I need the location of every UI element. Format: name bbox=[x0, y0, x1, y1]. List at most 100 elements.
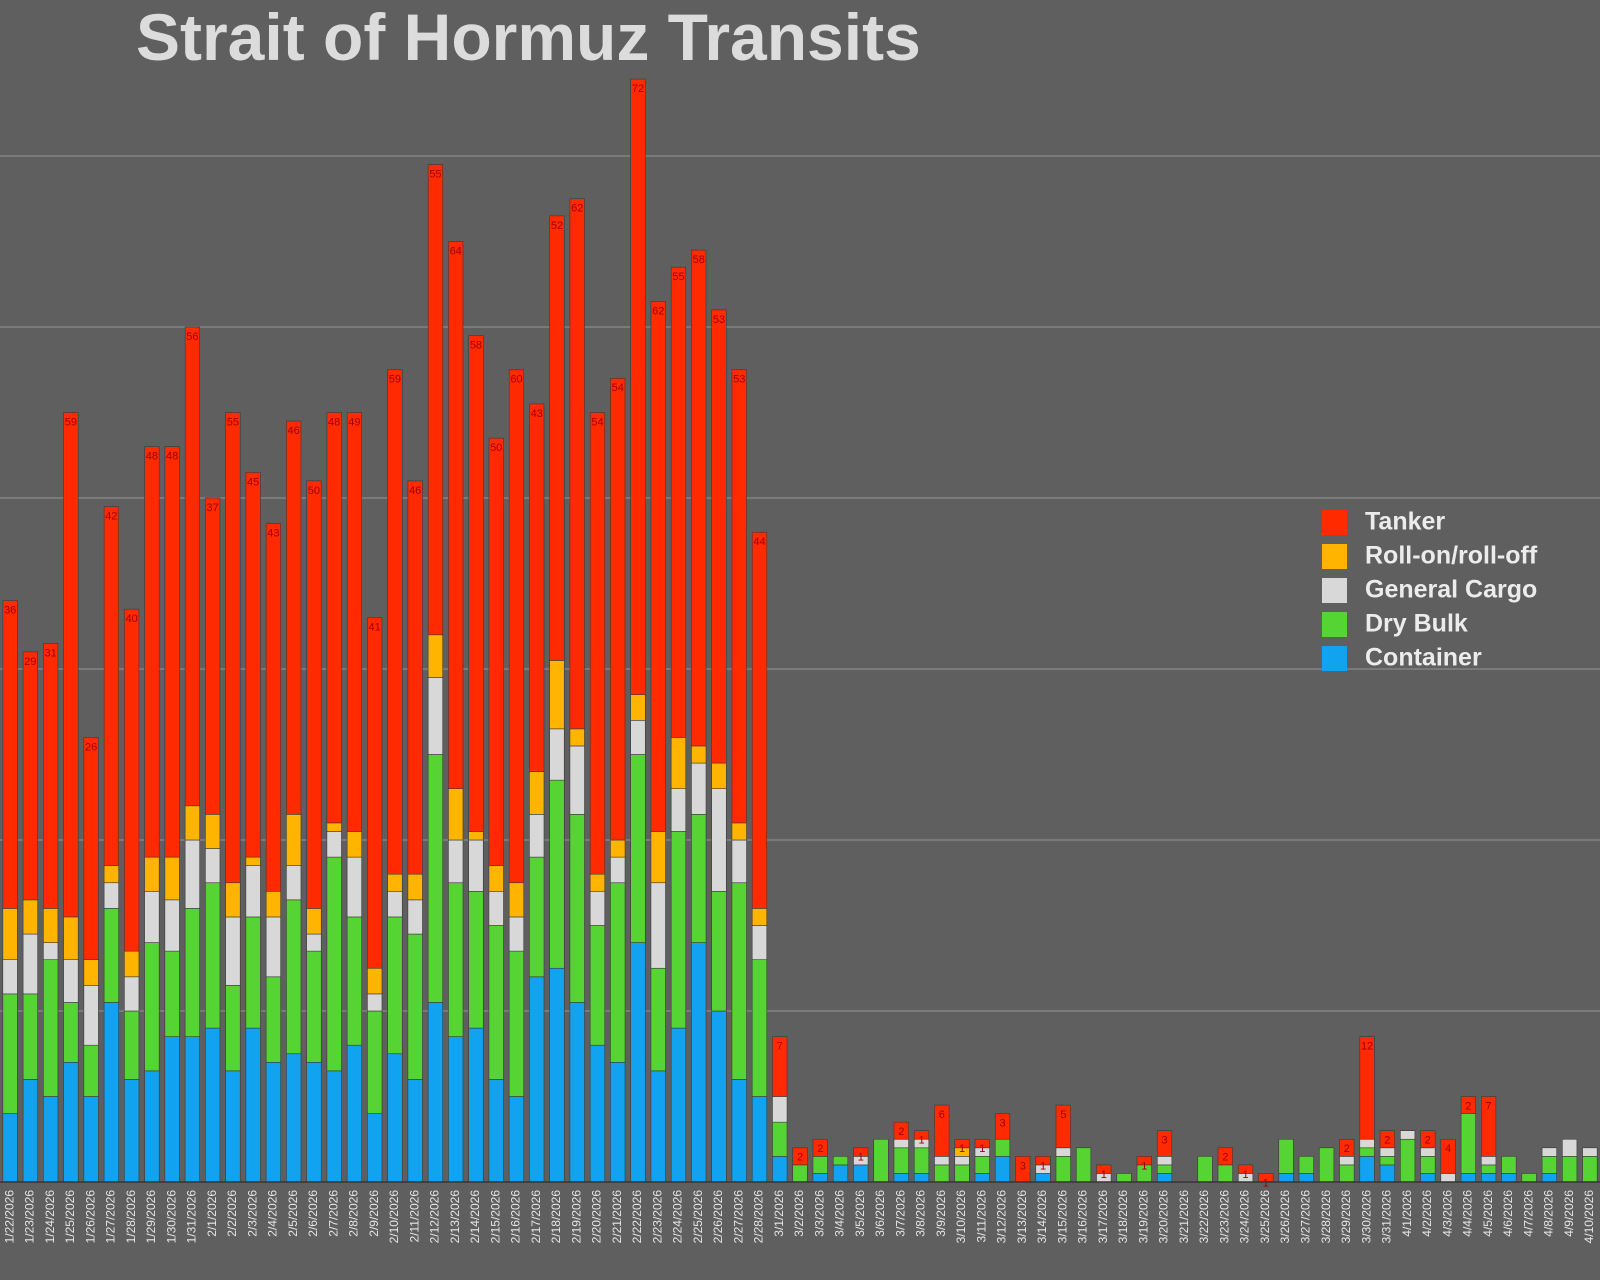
value-label: 48 bbox=[146, 451, 158, 463]
bar-segment bbox=[326, 831, 342, 858]
bar-segment bbox=[569, 198, 585, 730]
bar-segment bbox=[326, 412, 342, 824]
bar-segment bbox=[448, 882, 464, 1037]
bar-segment bbox=[893, 1147, 909, 1174]
bar-segment bbox=[265, 1062, 282, 1183]
bar-segment bbox=[670, 1027, 687, 1183]
bar-segment bbox=[630, 78, 646, 695]
bar-segment bbox=[508, 369, 525, 884]
x-tick-label: 3/8/2026 bbox=[914, 1190, 928, 1237]
bar-segment bbox=[1197, 1156, 1213, 1183]
bar-segment bbox=[1420, 1156, 1436, 1174]
bar-segment bbox=[124, 608, 140, 952]
bar-segment bbox=[63, 1002, 79, 1063]
bar-segment bbox=[346, 412, 363, 832]
value-label: 59 bbox=[389, 374, 401, 386]
bar-segment bbox=[2, 959, 18, 995]
bar-segment bbox=[468, 831, 484, 841]
legend-swatch bbox=[1322, 612, 1347, 637]
bar-segment bbox=[974, 1173, 990, 1183]
x-tick-label: 4/3/2026 bbox=[1440, 1190, 1454, 1237]
bar-segment bbox=[205, 882, 221, 1029]
bar-segment bbox=[1339, 1138, 1355, 1157]
bar-segment bbox=[1420, 1130, 1436, 1149]
bar-segment bbox=[225, 985, 241, 1072]
bar-segment bbox=[934, 1104, 950, 1157]
value-label: 62 bbox=[571, 203, 583, 215]
x-tick-label: 2/1/2026 bbox=[205, 1190, 219, 1237]
bar-segment bbox=[367, 967, 383, 995]
x-tick-label: 3/20/2026 bbox=[1157, 1190, 1171, 1244]
bar-segment bbox=[1359, 1138, 1375, 1149]
bar-segment bbox=[144, 446, 160, 858]
bar-segment bbox=[711, 762, 727, 789]
value-label: 43 bbox=[267, 528, 279, 540]
value-label: 31 bbox=[45, 647, 57, 659]
legend-swatch bbox=[1322, 544, 1347, 569]
x-tick-label: 2/12/2026 bbox=[428, 1190, 442, 1244]
bar-segment bbox=[1096, 1164, 1112, 1174]
value-label: 6 bbox=[939, 1109, 945, 1121]
bar-segment bbox=[589, 873, 606, 892]
bar-segment bbox=[205, 848, 221, 884]
legend-swatch bbox=[1322, 646, 1347, 671]
bar-segment bbox=[610, 377, 626, 841]
bar-segment bbox=[468, 1027, 484, 1183]
bar-segment bbox=[711, 309, 727, 764]
bar-segment bbox=[508, 950, 525, 1097]
bar-segment bbox=[306, 908, 322, 935]
bar-segment bbox=[488, 1079, 504, 1183]
bar-segment bbox=[508, 882, 525, 918]
bar-segment bbox=[812, 1138, 828, 1157]
bar-segment bbox=[913, 1130, 930, 1140]
value-label: 53 bbox=[733, 374, 745, 386]
bar-segment bbox=[1541, 1156, 1557, 1174]
bar-segment bbox=[488, 925, 504, 1080]
bar-segment bbox=[306, 1062, 322, 1183]
bar-segment bbox=[265, 523, 282, 892]
bar-segment bbox=[63, 959, 79, 1003]
value-label: 41 bbox=[369, 622, 381, 634]
bar-segment bbox=[1379, 1130, 1395, 1149]
x-tick-label: 3/28/2026 bbox=[1319, 1190, 1333, 1244]
x-tick-label: 3/16/2026 bbox=[1076, 1190, 1090, 1244]
bar-segment bbox=[711, 1010, 727, 1183]
bar-segment bbox=[43, 942, 59, 960]
x-tick-label: 4/8/2026 bbox=[1542, 1190, 1556, 1237]
bar-segment bbox=[1339, 1164, 1355, 1183]
x-tick-label: 2/24/2026 bbox=[671, 1190, 685, 1244]
bar-segment bbox=[184, 1036, 200, 1183]
x-tick-label: 2/15/2026 bbox=[488, 1190, 502, 1244]
x-tick-label: 2/22/2026 bbox=[630, 1190, 644, 1244]
value-label: 2 bbox=[1425, 1135, 1431, 1147]
x-tick-label: 3/24/2026 bbox=[1238, 1190, 1252, 1244]
x-tick-label: 4/9/2026 bbox=[1562, 1190, 1576, 1237]
bar-segment bbox=[286, 865, 302, 901]
x-tick-label: 1/24/2026 bbox=[43, 1190, 57, 1244]
bar-segment bbox=[630, 694, 646, 721]
value-label: 45 bbox=[247, 476, 259, 488]
bar-segment bbox=[772, 1156, 788, 1183]
x-tick-label: 3/26/2026 bbox=[1278, 1190, 1292, 1244]
bar-segment bbox=[954, 1164, 970, 1183]
bar-segment bbox=[792, 1147, 808, 1166]
x-tick-label: 4/7/2026 bbox=[1521, 1190, 1535, 1237]
bar-segment bbox=[1217, 1164, 1233, 1183]
bar-segment bbox=[265, 976, 282, 1063]
bar-segment bbox=[164, 950, 180, 1037]
legend-swatch bbox=[1322, 510, 1347, 535]
bar-segment bbox=[589, 412, 606, 875]
bar-segment bbox=[43, 1096, 59, 1183]
bar-segment bbox=[691, 814, 707, 943]
value-label: 46 bbox=[409, 485, 421, 497]
bar-segment bbox=[306, 480, 322, 909]
x-tick-label: 3/11/2026 bbox=[974, 1190, 988, 1243]
bar-segment bbox=[286, 899, 302, 1055]
value-label: 64 bbox=[450, 245, 462, 257]
x-tick-label: 3/14/2026 bbox=[1035, 1190, 1049, 1244]
value-label: 3 bbox=[999, 1118, 1005, 1130]
bar-segment bbox=[549, 728, 565, 781]
x-tick-label: 2/4/2026 bbox=[266, 1190, 280, 1237]
x-tick-label: 3/18/2026 bbox=[1116, 1190, 1130, 1244]
